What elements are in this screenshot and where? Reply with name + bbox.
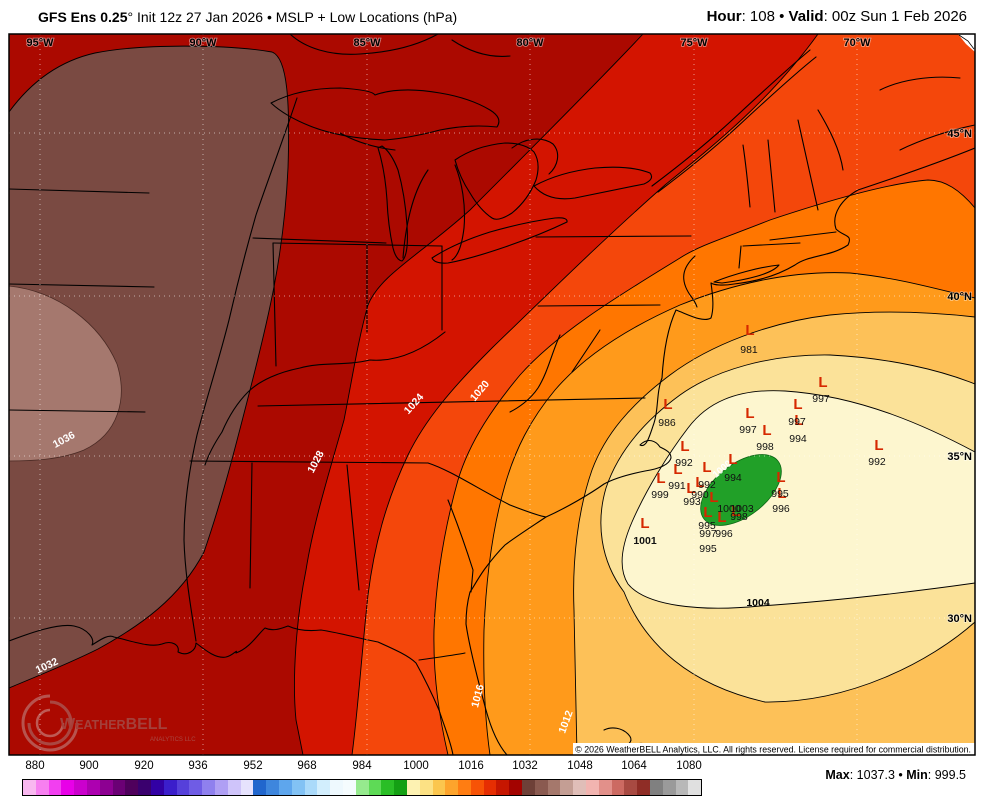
svg-text:1003: 1003: [730, 503, 754, 515]
svg-text:1000: 1000: [717, 503, 741, 515]
svg-text:L: L: [728, 451, 737, 468]
svg-text:L: L: [663, 396, 672, 413]
svg-text:996: 996: [715, 528, 733, 540]
svg-text:L: L: [762, 422, 771, 439]
svg-text:997: 997: [699, 528, 717, 540]
svg-text:995: 995: [699, 543, 717, 555]
svg-text:991: 991: [668, 480, 686, 492]
svg-text:992: 992: [675, 457, 693, 469]
svg-text:999: 999: [651, 489, 669, 501]
svg-text:30°N: 30°N: [947, 613, 972, 625]
svg-text:994: 994: [789, 433, 807, 445]
svg-text:L: L: [695, 474, 704, 491]
svg-text:998: 998: [756, 441, 774, 453]
svg-text:994: 994: [724, 472, 742, 484]
svg-text:95°W: 95°W: [26, 37, 54, 49]
svg-text:1016: 1016: [469, 683, 487, 709]
svg-text:995: 995: [771, 488, 789, 500]
svg-text:992: 992: [868, 456, 886, 468]
svg-text:986: 986: [658, 417, 676, 429]
svg-text:997: 997: [812, 393, 830, 405]
svg-text:L: L: [673, 461, 682, 478]
svg-text:75°W: 75°W: [680, 37, 708, 49]
svg-text:981: 981: [740, 344, 758, 356]
svg-text:40°N: 40°N: [947, 291, 972, 303]
svg-text:L: L: [793, 396, 802, 413]
svg-text:996: 996: [772, 503, 790, 515]
svg-text:35°N: 35°N: [947, 451, 972, 463]
svg-text:90°W: 90°W: [189, 37, 217, 49]
svg-text:993: 993: [683, 496, 701, 508]
svg-text:997: 997: [788, 416, 806, 428]
svg-text:L: L: [680, 438, 689, 455]
svg-text:995: 995: [698, 520, 716, 532]
svg-text:L: L: [745, 322, 754, 339]
svg-text:45°N: 45°N: [947, 128, 972, 140]
svg-text:L: L: [794, 412, 803, 429]
svg-text:990: 990: [691, 489, 709, 501]
svg-text:1004: 1004: [746, 597, 770, 609]
svg-text:992: 992: [698, 479, 716, 491]
svg-text:L: L: [702, 459, 711, 476]
svg-text:WEATHERBELL: WEATHERBELL: [60, 716, 168, 733]
svg-text:1001: 1001: [633, 535, 657, 547]
svg-text:L: L: [745, 405, 754, 422]
svg-text:70°W: 70°W: [843, 37, 871, 49]
svg-text:997: 997: [739, 424, 757, 436]
svg-text:L: L: [703, 504, 712, 521]
svg-text:L: L: [686, 480, 695, 497]
svg-text:L: L: [640, 515, 649, 532]
svg-text:L: L: [709, 489, 718, 506]
svg-text:L: L: [776, 469, 785, 486]
svg-text:L: L: [717, 509, 726, 526]
svg-text:80°W: 80°W: [516, 37, 544, 49]
svg-text:L: L: [731, 503, 740, 520]
svg-text:L: L: [874, 437, 883, 454]
svg-text:L: L: [818, 374, 827, 391]
svg-text:ANALYTICS LLC: ANALYTICS LLC: [150, 737, 196, 743]
svg-text:L: L: [777, 485, 786, 502]
svg-text:© 2026 WeatherBELL Analytics,: © 2026 WeatherBELL Analytics, LLC. All r…: [575, 745, 971, 755]
svg-text:L: L: [656, 470, 665, 487]
svg-text:998: 998: [730, 511, 748, 523]
svg-text:85°W: 85°W: [353, 37, 381, 49]
